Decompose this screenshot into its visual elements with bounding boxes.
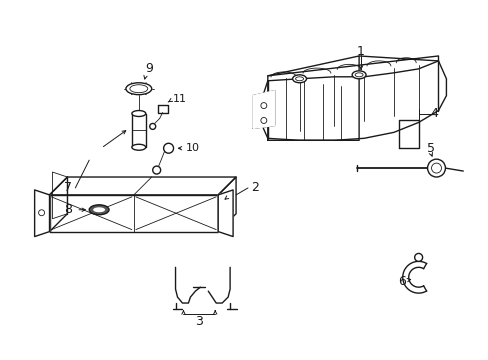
Text: 11: 11 [172, 94, 186, 104]
Polygon shape [218, 190, 233, 237]
Polygon shape [35, 190, 49, 237]
Text: 3: 3 [195, 315, 203, 328]
Circle shape [39, 210, 44, 216]
Circle shape [414, 253, 422, 261]
Circle shape [152, 166, 161, 174]
Text: 2: 2 [250, 181, 258, 194]
Polygon shape [218, 177, 236, 231]
Circle shape [260, 117, 266, 123]
Ellipse shape [295, 77, 303, 81]
Polygon shape [49, 195, 218, 231]
Polygon shape [252, 91, 274, 129]
Text: 4: 4 [429, 107, 438, 120]
Text: 1: 1 [356, 45, 364, 58]
Ellipse shape [354, 73, 362, 77]
Ellipse shape [132, 144, 145, 150]
Circle shape [431, 163, 441, 173]
Circle shape [260, 103, 266, 109]
Text: 9: 9 [144, 62, 152, 75]
Ellipse shape [351, 71, 366, 79]
Polygon shape [267, 56, 438, 140]
Ellipse shape [93, 207, 105, 212]
Text: 6: 6 [397, 275, 405, 288]
Circle shape [163, 143, 173, 153]
Ellipse shape [89, 205, 109, 215]
Ellipse shape [130, 85, 147, 93]
Text: 8: 8 [64, 203, 72, 216]
Polygon shape [267, 56, 358, 140]
Circle shape [427, 159, 445, 177]
Ellipse shape [132, 111, 145, 117]
Text: 7: 7 [64, 181, 72, 194]
Ellipse shape [126, 83, 151, 95]
Text: 5: 5 [426, 142, 434, 155]
Polygon shape [49, 177, 236, 195]
Ellipse shape [292, 75, 306, 83]
Text: 10: 10 [185, 143, 199, 153]
Circle shape [149, 123, 155, 129]
Polygon shape [259, 61, 446, 140]
